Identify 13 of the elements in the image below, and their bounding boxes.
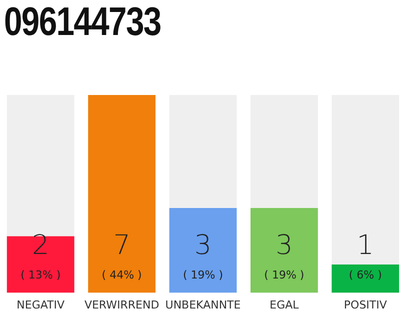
chart-title: 096144733 (4, 0, 161, 45)
bar (332, 264, 400, 293)
data-label: 3 ( 19% ) (182, 230, 224, 282)
x-tick-label: NEGATIV (16, 298, 65, 312)
data-label: 2 ( 13% ) (20, 230, 61, 282)
data-label: 1 ( 6% ) (348, 230, 382, 282)
x-tick-label: POSITIV (344, 298, 388, 312)
bar (6, 236, 74, 293)
data-label: 7 ( 44% ) (102, 230, 142, 282)
x-tick-label: UNBEKANNTE (165, 298, 241, 312)
x-tick-label: EGAL (270, 298, 300, 312)
x-tick-label: VERWIRREND (84, 298, 160, 312)
data-label: 3 ( 19% ) (264, 230, 304, 282)
